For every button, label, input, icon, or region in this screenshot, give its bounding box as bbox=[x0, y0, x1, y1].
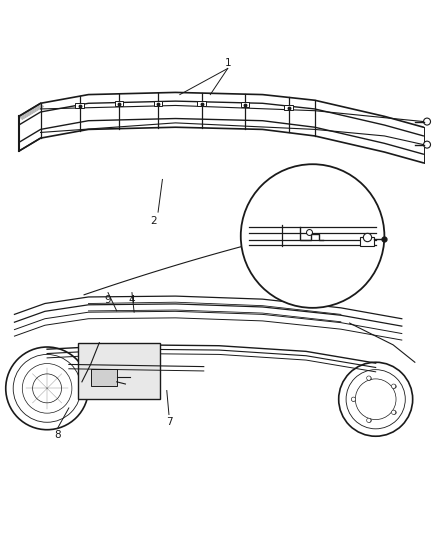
Text: 5: 5 bbox=[331, 193, 338, 204]
Text: 4: 4 bbox=[305, 193, 311, 204]
Text: 2: 2 bbox=[150, 216, 157, 227]
Bar bbox=[115, 101, 123, 107]
Text: 9: 9 bbox=[105, 295, 111, 305]
Circle shape bbox=[241, 164, 385, 308]
Bar bbox=[241, 102, 250, 107]
Text: 1: 1 bbox=[224, 59, 231, 68]
Bar bbox=[78, 343, 160, 399]
Circle shape bbox=[367, 376, 371, 381]
Text: 8: 8 bbox=[55, 430, 61, 440]
Bar bbox=[284, 105, 293, 110]
Text: 4: 4 bbox=[129, 295, 135, 305]
Circle shape bbox=[392, 384, 396, 389]
Circle shape bbox=[424, 141, 431, 148]
Circle shape bbox=[367, 418, 371, 423]
Text: 3: 3 bbox=[270, 193, 277, 204]
Bar bbox=[91, 369, 117, 386]
Bar bbox=[197, 101, 206, 106]
Text: 6: 6 bbox=[374, 246, 380, 256]
Circle shape bbox=[351, 397, 356, 401]
Bar bbox=[154, 101, 162, 106]
Circle shape bbox=[424, 118, 431, 125]
Text: 7: 7 bbox=[166, 417, 172, 426]
Bar bbox=[360, 237, 374, 246]
Bar bbox=[75, 103, 84, 108]
Circle shape bbox=[392, 410, 396, 415]
